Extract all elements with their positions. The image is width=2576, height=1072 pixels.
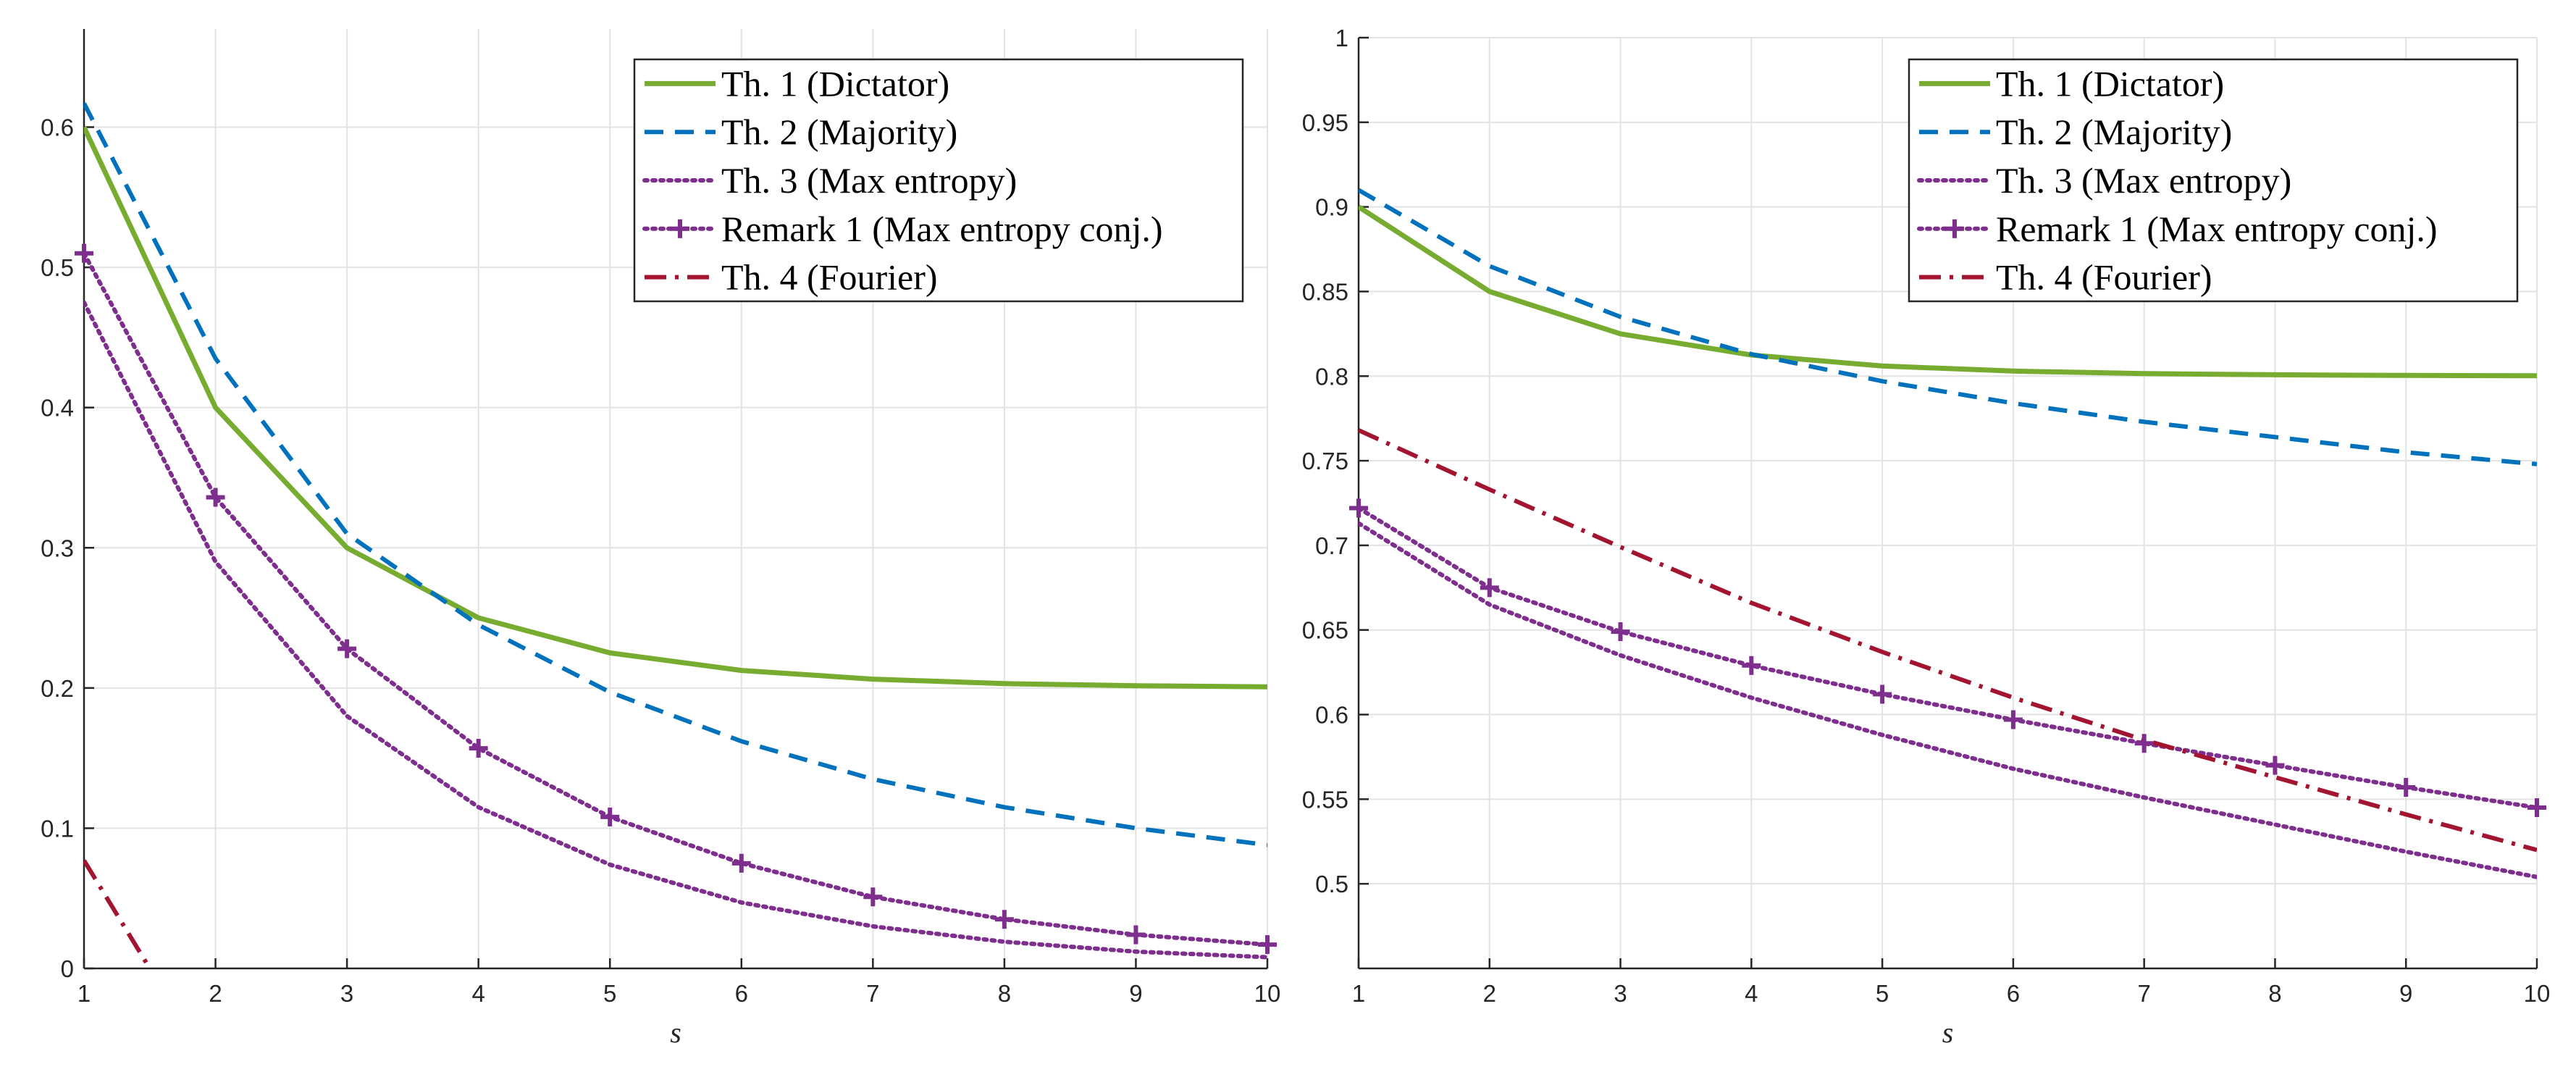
data-point-marker <box>1349 498 1368 518</box>
series-line-3 <box>1359 521 2537 879</box>
x-tick-label: 3 <box>340 980 353 1007</box>
data-point-marker <box>2396 778 2416 797</box>
x-tick-label: 4 <box>471 980 484 1007</box>
data-point-marker <box>2134 734 2154 753</box>
y-tick-label: 0.95 <box>1302 109 1348 136</box>
x-tick-label: 8 <box>2268 980 2281 1007</box>
legend: Th. 1 (Dictator) Th. 2 (Majority) Th. 3 (M… <box>633 58 1244 303</box>
y-tick-label: 0.2 <box>41 675 74 702</box>
y-tick-label: 0.7 <box>1315 532 1348 559</box>
y-tick-label: 0.4 <box>41 395 74 422</box>
x-tick-label: 9 <box>2399 980 2412 1007</box>
y-tick-label: 0.3 <box>41 535 74 561</box>
legend-label: Remark 1 (Max entropy conj.) <box>1996 209 2438 249</box>
data-point-marker <box>337 639 357 658</box>
x-tick-label: 7 <box>866 980 879 1007</box>
data-point-marker <box>863 887 883 907</box>
series-group <box>1359 188 2537 879</box>
legend-label: Th. 1 (Dictator) <box>1996 63 2224 104</box>
data-point-marker <box>1258 935 1277 955</box>
x-tick-label: 9 <box>1129 980 1142 1007</box>
x-tick-label: 7 <box>2137 980 2150 1007</box>
series-line-1 <box>1359 204 2537 379</box>
series-line-2 <box>1359 188 2537 466</box>
data-point-marker <box>1611 622 1630 642</box>
y-tick-label: 0.5 <box>1315 871 1348 897</box>
data-point-marker <box>206 487 225 507</box>
x-tick-label: 8 <box>998 980 1011 1007</box>
series-line-3 <box>84 300 1267 960</box>
x-tick-label: 1 <box>77 980 91 1007</box>
legend: Th. 1 (Dictator) Th. 2 (Majority) Th. 3 (M… <box>1908 58 2519 303</box>
legend-label: Remark 1 (Max entropy conj.) <box>721 209 1163 249</box>
x-axis-label: s <box>1942 1016 1954 1049</box>
data-point-marker <box>994 910 1014 929</box>
x-tick-label: 10 <box>1254 980 1281 1007</box>
x-tick-label: 10 <box>2524 980 2551 1007</box>
legend-label: Th. 2 (Majority) <box>721 112 957 152</box>
legend-label: Th. 4 (Fourier) <box>1996 257 2212 298</box>
y-tick-label: 1 <box>1335 25 1348 51</box>
x-tick-label: 6 <box>2007 980 2020 1007</box>
y-tick-label: 0.6 <box>41 114 74 141</box>
x-tick-label: 1 <box>1352 980 1365 1007</box>
y-tick-label: 0 <box>61 955 74 982</box>
data-point-marker <box>1742 656 1761 675</box>
legend-label: Th. 4 (Fourier) <box>721 257 938 298</box>
y-tick-label: 0.75 <box>1302 448 1348 474</box>
x-tick-label: 6 <box>735 980 748 1007</box>
y-tick-label: 0.5 <box>41 254 74 281</box>
data-point-marker <box>2265 755 2285 775</box>
legend-label: Th. 3 (Max entropy) <box>1996 160 2291 201</box>
legend-label: Th. 1 (Dictator) <box>721 63 949 104</box>
y-tick-label: 0.85 <box>1302 278 1348 305</box>
y-tick-label: 0.9 <box>1315 194 1348 221</box>
legend-box <box>1908 58 2519 303</box>
series-line-4 <box>1359 506 2537 810</box>
chart-panel-2: 1 2 3 4 5 6 7 8 9 10 0.5 0.55 0.6 0.65 0.7 0.75 0.8 0.85 0… <box>1302 25 2551 1049</box>
x-tick-label: 2 <box>1483 980 1496 1007</box>
data-point-marker <box>2003 710 2023 729</box>
y-tick-label: 0.1 <box>41 815 74 842</box>
y-tick-label: 0.55 <box>1302 786 1348 813</box>
legend-box <box>633 58 1244 303</box>
series-line-1 <box>84 126 1267 690</box>
data-point-marker <box>731 853 751 873</box>
x-tick-label: 2 <box>209 980 222 1007</box>
data-point-marker <box>600 807 620 826</box>
data-point-marker <box>469 739 488 758</box>
legend-label: Th. 3 (Max entropy) <box>721 160 1017 201</box>
y-tick-label: 0.8 <box>1315 363 1348 390</box>
data-point-marker <box>2527 798 2546 818</box>
data-point-marker <box>75 243 93 263</box>
x-axis-label: s <box>670 1016 681 1049</box>
x-tick-label: 5 <box>1876 980 1889 1007</box>
series-line-2 <box>84 102 1267 847</box>
data-point-marker <box>1873 684 1892 704</box>
series-line-5 <box>1359 428 2537 853</box>
data-point-marker <box>1480 578 1499 598</box>
data-point-marker <box>1126 925 1146 945</box>
series-line-4 <box>84 251 1267 947</box>
x-tick-label: 4 <box>1745 980 1758 1007</box>
x-tick-label: 5 <box>603 980 616 1007</box>
y-tick-label: 0.65 <box>1302 617 1348 644</box>
chart-panel-1: 1 2 3 4 5 6 7 8 9 10 0 0.1 0.2 0.3 0.4 0.5 0.6 s Th. 1 (Di… <box>41 29 1280 1049</box>
x-tick-label: 3 <box>1614 980 1627 1007</box>
legend-label: Th. 2 (Majority) <box>1996 112 2232 152</box>
series-line-5 <box>84 859 152 968</box>
series-group <box>84 102 1267 968</box>
y-tick-label: 0.6 <box>1315 702 1348 729</box>
